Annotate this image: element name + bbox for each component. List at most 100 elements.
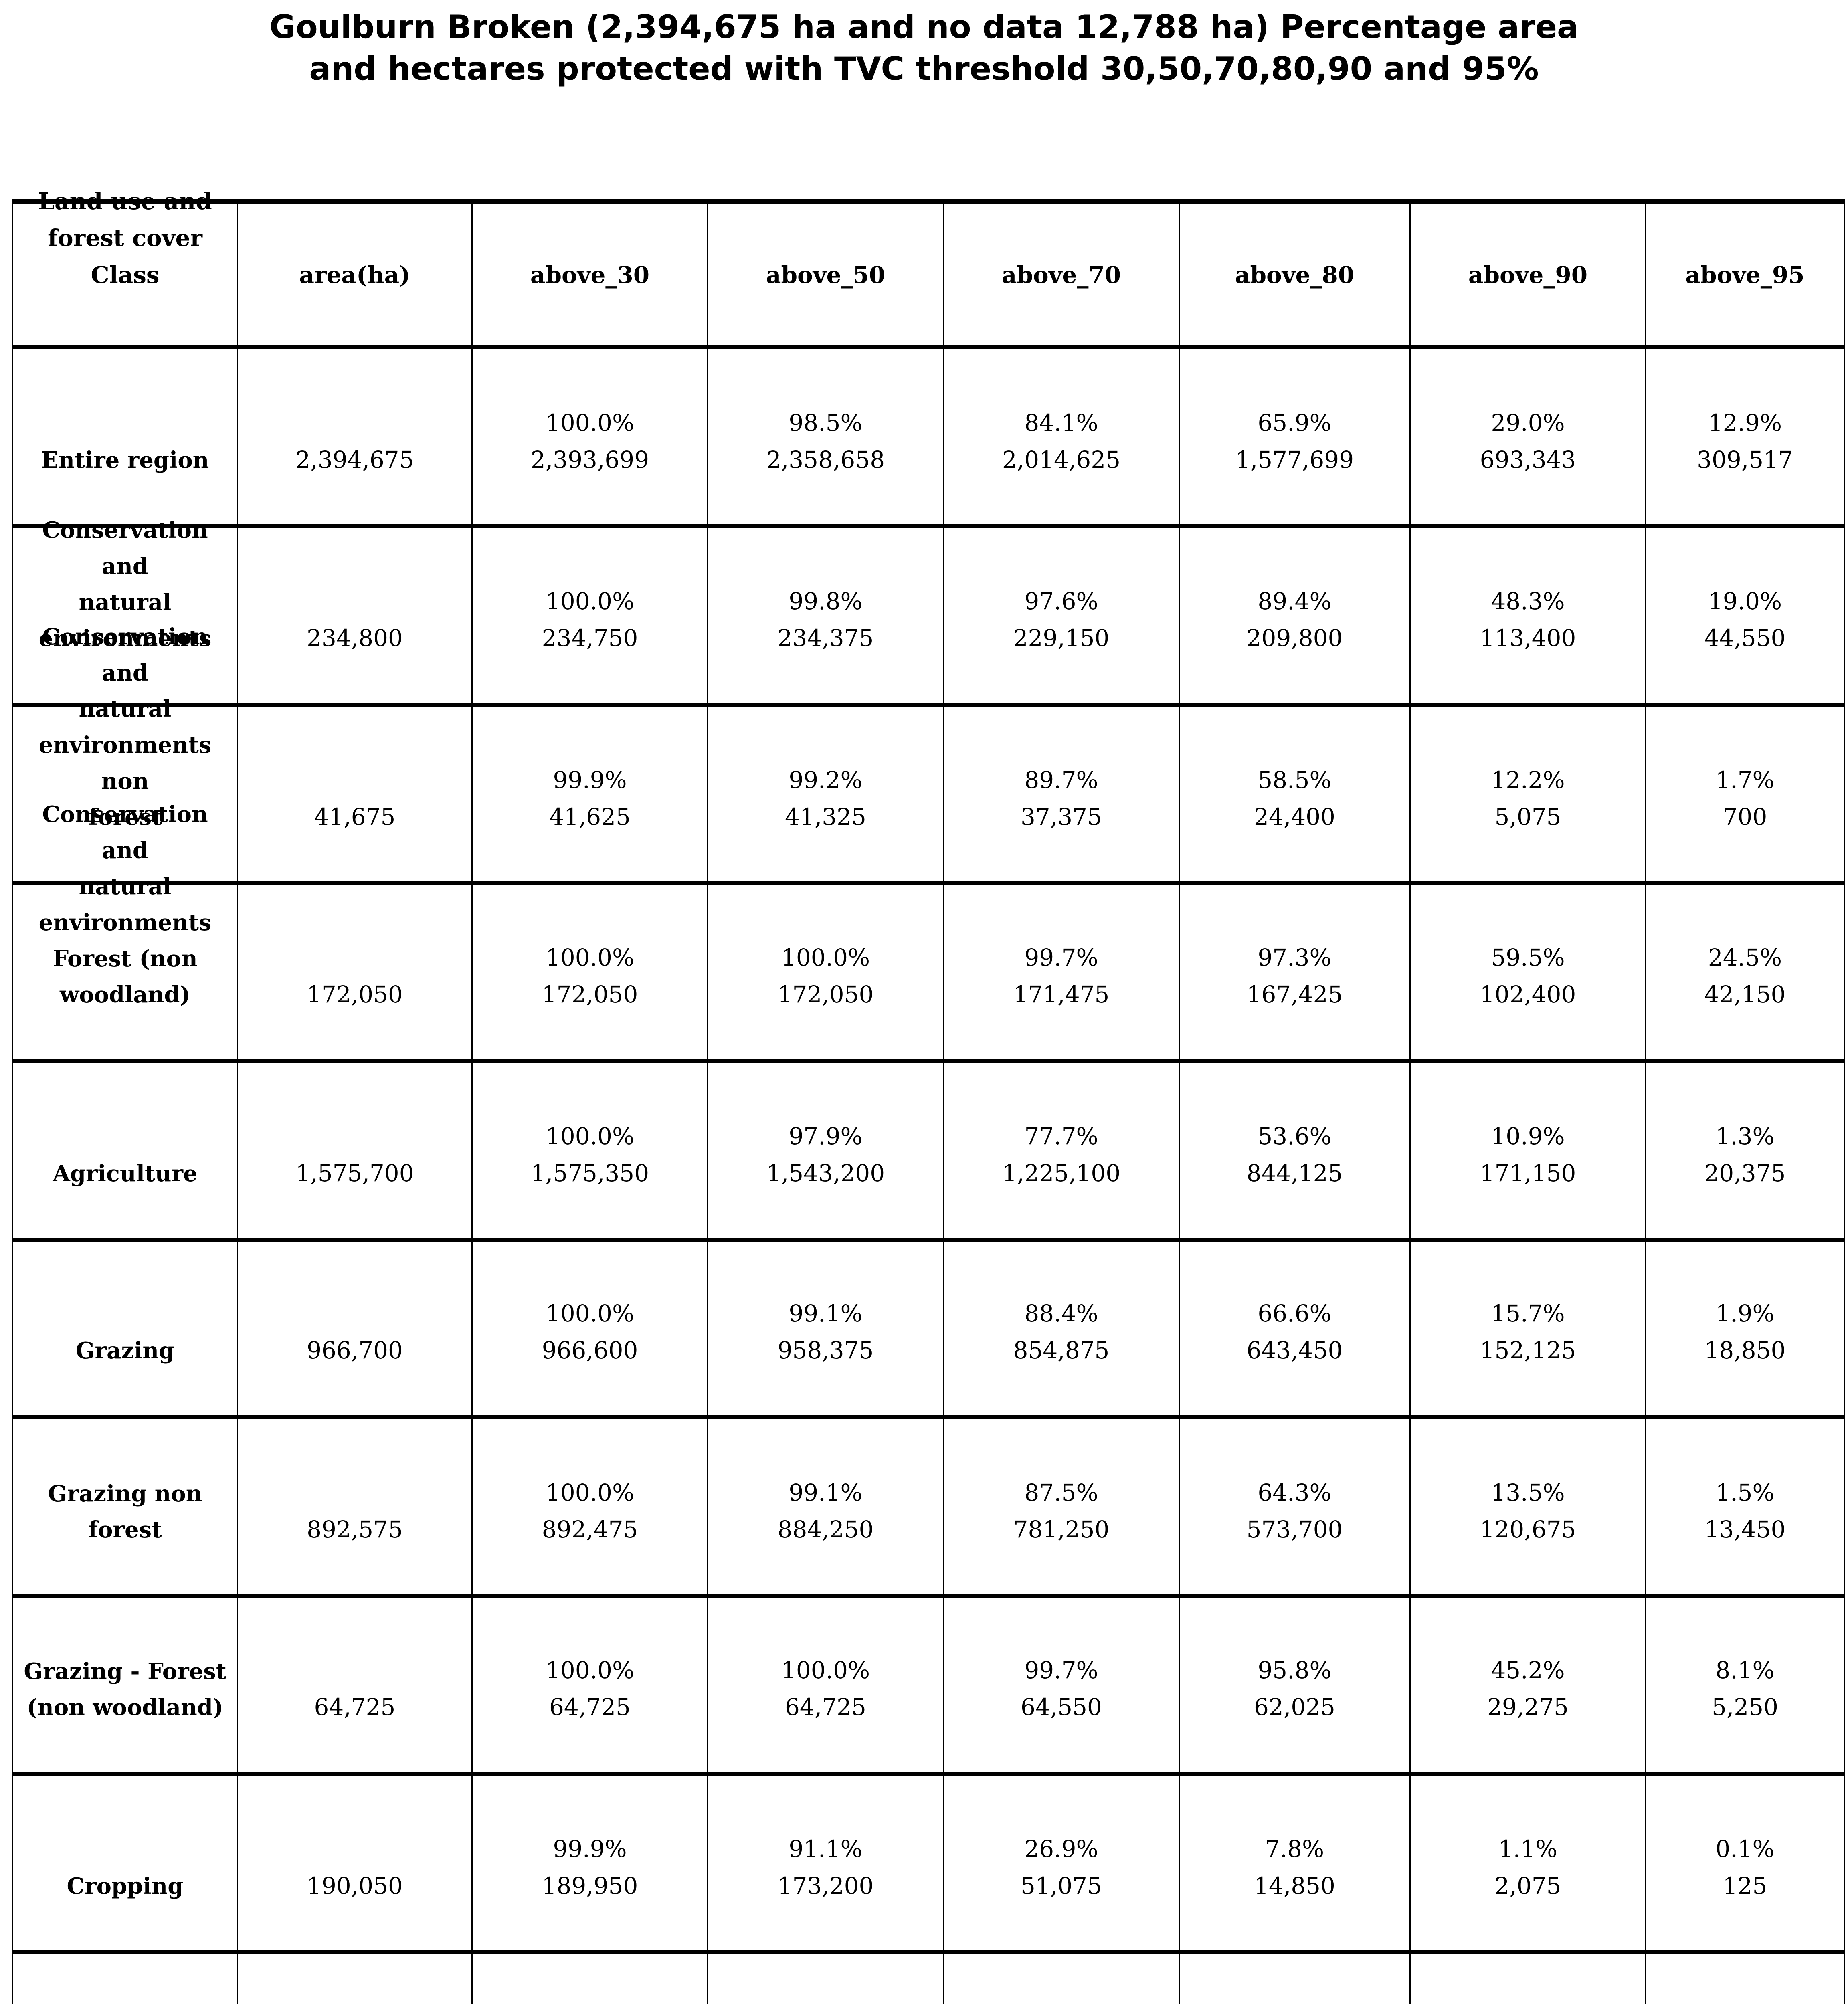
cell-above_95-text: 8.1% 5,250 — [1711, 1657, 1779, 1721]
page-title: Goulburn Broken (2,394,675 ha and no dat… — [0, 6, 1848, 90]
cell-above_30: 99.9% 41,625 — [473, 707, 707, 881]
cell-above_90: 29.0% 693,343 — [1411, 349, 1645, 524]
cell-above_95: 0.1% 125 — [1646, 1776, 1844, 1950]
row-label-text: Agriculture — [53, 1160, 198, 1187]
cell-above_30: 99.9% 189,950 — [473, 1776, 707, 1950]
header-cell-above_30: above_30 — [473, 204, 707, 345]
cell-above_30-text: 100.0% 172,050 — [542, 944, 638, 1008]
row-label-text: Entire region — [41, 447, 209, 473]
cell-area-ha-text: 892,575 — [307, 1516, 403, 1543]
cell-above_50: 99.1% 884,250 — [708, 1419, 943, 1594]
cell-above_30-text: 100.0% 1,575,350 — [530, 1123, 649, 1187]
row-label: Grazing - Forest (non woodland) — [13, 1598, 237, 1772]
cell-above_30-text: 100.0% 64,725 — [545, 1657, 635, 1721]
cell-above_90: 45.2% 29,275 — [1411, 1598, 1645, 1772]
cell-area-ha: 2,394,675 — [238, 349, 471, 524]
cell-above_90: 10.9% 171,150 — [1411, 1063, 1645, 1238]
cell-above_95: 8.1% 5,250 — [1646, 1598, 1844, 1772]
cell-above_70: 87.5% 781,250 — [944, 1419, 1179, 1594]
cell-above_80: 97.3% 167,425 — [1180, 885, 1409, 1059]
cell-above_95-text: 1.9% 18,850 — [1704, 1300, 1786, 1364]
cell-above_50-text: 91.1% 173,200 — [777, 1835, 874, 1899]
cell-area-ha: 172,050 — [238, 885, 471, 1059]
cell-above_90: 3.6% 14,600 — [1411, 1954, 1645, 2004]
cell-above_95: 1.3% 20,375 — [1646, 1063, 1844, 1238]
cell-above_30-text: 100.0% 892,475 — [542, 1479, 638, 1543]
row-label-text: Conservation and natural environments Fo… — [38, 801, 212, 1008]
cell-above_50: 100.0% 64,725 — [708, 1598, 943, 1772]
cell-above_30: 100.0% 1,575,350 — [473, 1063, 707, 1238]
cell-area-ha: 892,575 — [238, 1419, 471, 1594]
cell-above_80-text: 64.3% 573,700 — [1246, 1479, 1343, 1543]
cell-above_90: 48.3% 113,400 — [1411, 528, 1645, 703]
cell-area-ha-text: 1,575,700 — [295, 1160, 414, 1187]
cell-above_70-text: 77.7% 1,225,100 — [1002, 1123, 1121, 1187]
row-label-text: Grazing non forest — [48, 1481, 202, 1543]
cell-area-ha-text: 234,800 — [307, 624, 403, 652]
row-label-text: Cropping — [67, 1873, 184, 1899]
cell-above_90: 13.5% 120,675 — [1411, 1419, 1645, 1594]
cell-above_70: 75.7% 308,000 — [944, 1954, 1179, 2004]
cell-area-ha: 41,675 — [238, 707, 471, 881]
cell-above_50-text: 99.2% 41,325 — [785, 766, 866, 830]
header-cell-class-text: Land use and forest cover Class — [38, 188, 212, 289]
cell-above_70-text: 99.7% 64,550 — [1021, 1657, 1102, 1721]
cell-above_50-text: 98.5% 2,358,658 — [766, 409, 885, 473]
cell-above_50-text: 99.1% 884,250 — [777, 1479, 874, 1543]
cell-area-ha: 406,675 — [238, 1954, 471, 2004]
cell-above_80-text: 58.5% 24,400 — [1254, 766, 1335, 830]
data-table: Land use and forest cover Class area(ha) a… — [12, 188, 1845, 2004]
cell-above_50-text: 99.1% 958,375 — [777, 1300, 874, 1364]
cell-above_30: 100.0% 966,600 — [473, 1242, 707, 1415]
header-cell-above_80-text: above_80 — [1235, 261, 1355, 289]
row-label: Irrigation — [13, 1954, 237, 2004]
cell-above_80: 58.5% 24,400 — [1180, 707, 1409, 881]
cell-area-ha-text: 2,394,675 — [295, 446, 414, 473]
cell-above_95-text: 1.5% 13,450 — [1704, 1479, 1786, 1543]
cell-above_50: 99.1% 958,375 — [708, 1242, 943, 1415]
cell-above_30: 100.0% 406,525 — [473, 1954, 707, 2004]
cell-above_70-text: 89.7% 37,375 — [1021, 766, 1102, 830]
cell-above_30-text: 99.9% 41,625 — [549, 766, 631, 830]
cell-above_90-text: 45.2% 29,275 — [1487, 1657, 1569, 1721]
cell-above_70: 26.9% 51,075 — [944, 1776, 1179, 1950]
cell-above_95: 0.2% 1,000 — [1646, 1954, 1844, 2004]
row-label-text: Conservation and natural environments — [38, 517, 212, 652]
row-label-text: Grazing - Forest (non woodland) — [24, 1658, 226, 1721]
cell-above_30-text: 100.0% 2,393,699 — [530, 409, 649, 473]
cell-above_30: 100.0% 2,393,699 — [473, 349, 707, 524]
cell-above_50: 99.2% 41,325 — [708, 707, 943, 881]
cell-above_50: 99.8% 234,375 — [708, 528, 943, 703]
row-label: Grazing — [13, 1242, 237, 1415]
cell-above_95: 19.0% 44,550 — [1646, 528, 1844, 703]
cell-above_90: 15.7% 152,125 — [1411, 1242, 1645, 1415]
cell-above_50-text: 99.8% 234,375 — [777, 588, 874, 652]
header-cell-above_50: above_50 — [708, 204, 943, 345]
cell-above_50: 98.2% 399,375 — [708, 1954, 943, 2004]
cell-above_70-text: 87.5% 781,250 — [1013, 1479, 1110, 1543]
cell-above_50-text: 100.0% 172,050 — [777, 944, 874, 1008]
row-label: Conservation and natural environments no… — [13, 624, 237, 881]
cell-above_80: 53.6% 844,125 — [1180, 1063, 1409, 1238]
row-label: Agriculture — [13, 1063, 237, 1238]
cell-above_95-text: 0.1% 125 — [1715, 1835, 1775, 1899]
cell-above_80-text: 66.6% 643,450 — [1246, 1300, 1343, 1364]
row-label-text: Conservation and natural environments no… — [38, 624, 212, 830]
cell-area-ha-text: 966,700 — [307, 1337, 403, 1364]
cell-area-ha: 1,575,700 — [238, 1063, 471, 1238]
cell-above_50: 100.0% 172,050 — [708, 885, 943, 1059]
cell-above_30: 100.0% 892,475 — [473, 1419, 707, 1594]
page-title-line1: Goulburn Broken (2,394,675 ha and no dat… — [269, 8, 1579, 46]
cell-area-ha-text: 172,050 — [307, 981, 403, 1008]
header-cell-above_95: above_95 — [1646, 204, 1844, 345]
cell-above_80: 43.8% 178,175 — [1180, 1954, 1409, 2004]
cell-above_90-text: 13.5% 120,675 — [1480, 1479, 1576, 1543]
cell-above_70-text: 84.1% 2,014,625 — [1002, 409, 1121, 473]
header-cell-above_90-text: above_90 — [1468, 261, 1588, 289]
cell-above_30: 100.0% 172,050 — [473, 885, 707, 1059]
header-cell-above_70-text: above_70 — [1001, 261, 1121, 289]
header-cell-above_95-text: above_95 — [1685, 261, 1805, 289]
cell-above_80: 64.3% 573,700 — [1180, 1419, 1409, 1594]
cell-above_95: 1.9% 18,850 — [1646, 1242, 1844, 1415]
header-cell-area(ha): area(ha) — [238, 204, 471, 345]
